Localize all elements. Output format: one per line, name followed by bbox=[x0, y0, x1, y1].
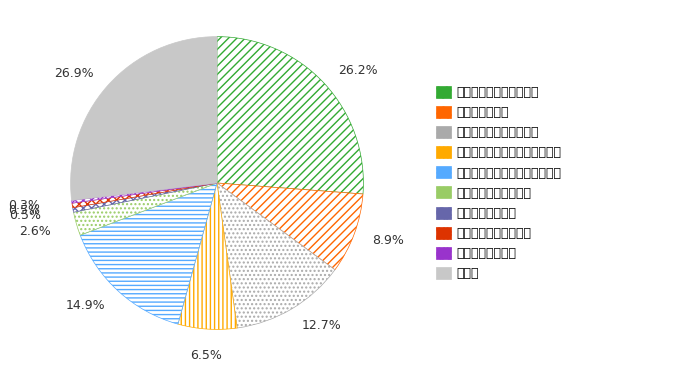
Legend: 漁業ごみ：漁網・ロープ, 事業ごみ：ブイ, 生活ごみ：飲料用ボトル, 生活ごみ：その他プラボトル類, 事業ごみ：発泡スチロールブイ, 漁業ごみ：その他漁具, 生: 漁業ごみ：漁網・ロープ, 事業ごみ：ブイ, 生活ごみ：飲料用ボトル, 生活ごみ：… bbox=[435, 86, 562, 280]
Wedge shape bbox=[72, 183, 217, 208]
Text: 26.2%: 26.2% bbox=[338, 64, 378, 77]
Text: 0.5%: 0.5% bbox=[8, 204, 41, 217]
Wedge shape bbox=[73, 183, 217, 212]
Text: 2.6%: 2.6% bbox=[20, 225, 51, 238]
Wedge shape bbox=[217, 183, 363, 270]
Text: 0.5%: 0.5% bbox=[10, 209, 41, 223]
Text: 8.9%: 8.9% bbox=[372, 234, 404, 247]
Wedge shape bbox=[71, 37, 217, 201]
Text: 14.9%: 14.9% bbox=[66, 299, 106, 312]
Text: 6.5%: 6.5% bbox=[190, 349, 221, 362]
Wedge shape bbox=[80, 183, 217, 324]
Text: 26.9%: 26.9% bbox=[54, 67, 93, 80]
Wedge shape bbox=[178, 183, 237, 329]
Text: 12.7%: 12.7% bbox=[302, 319, 342, 332]
Text: 0.3%: 0.3% bbox=[8, 199, 40, 212]
Wedge shape bbox=[71, 183, 217, 203]
Wedge shape bbox=[74, 183, 217, 235]
Wedge shape bbox=[217, 37, 363, 194]
Wedge shape bbox=[217, 183, 335, 328]
